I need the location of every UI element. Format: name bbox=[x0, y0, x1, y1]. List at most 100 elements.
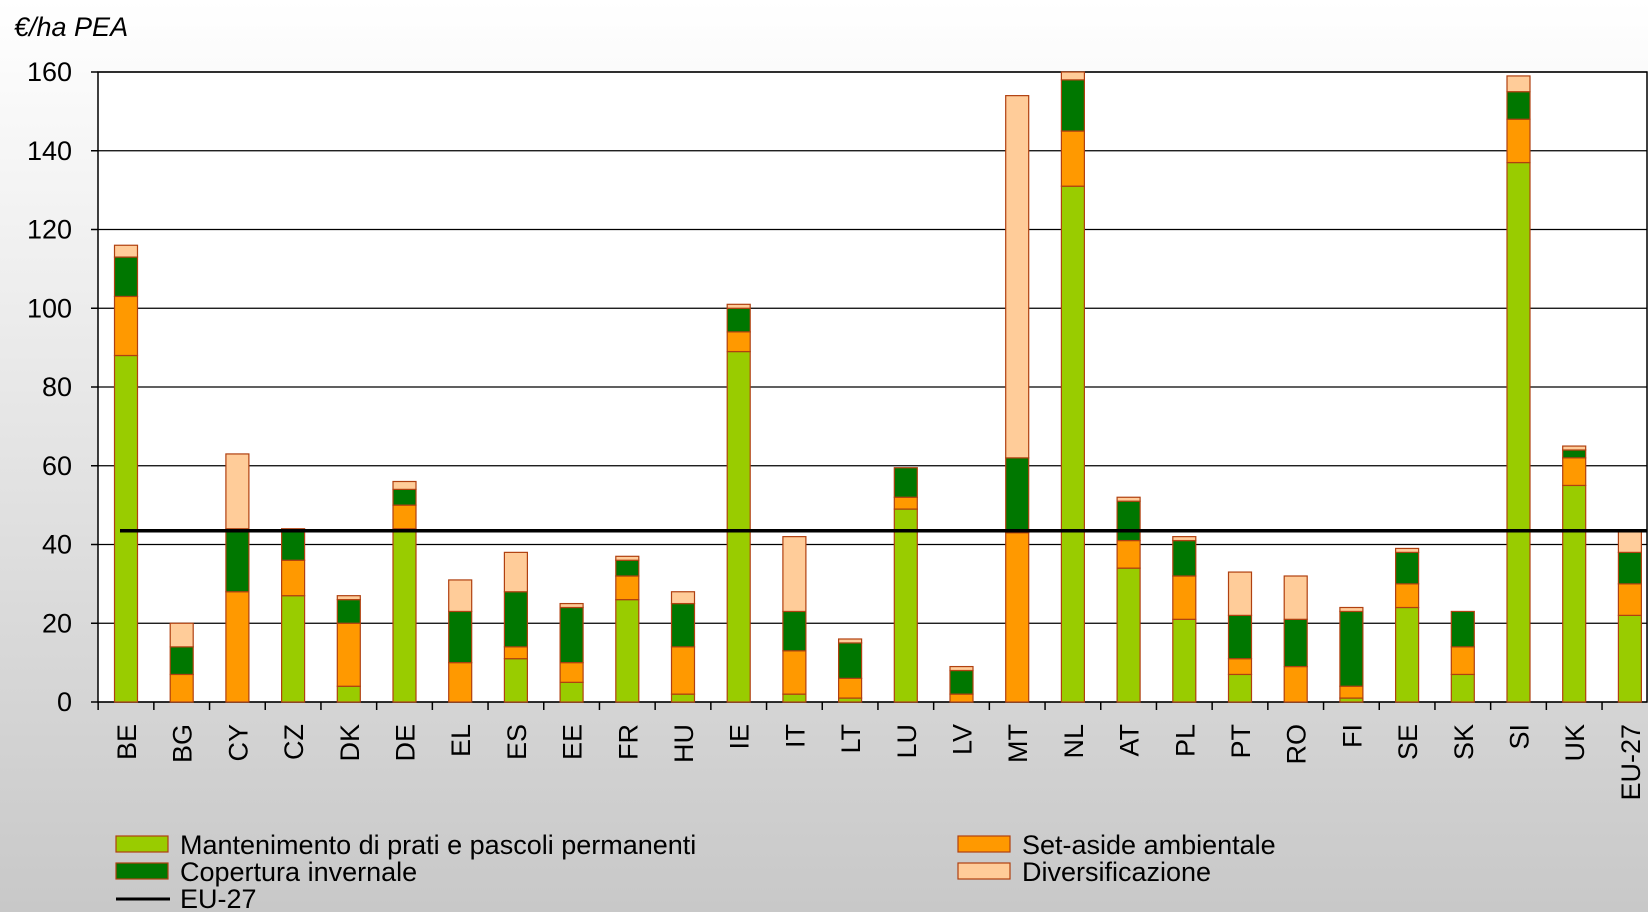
bar-segment bbox=[1060, 185, 1086, 703]
bar-segment bbox=[782, 693, 807, 703]
legend-label: EU-27 bbox=[180, 884, 257, 912]
bar-segment bbox=[1005, 457, 1030, 534]
legend-label: Set-aside ambientale bbox=[1022, 830, 1276, 860]
bar-segment bbox=[1617, 551, 1643, 585]
bar-segment bbox=[1283, 575, 1308, 620]
x-tick-label: EL bbox=[446, 724, 476, 757]
bar-segment bbox=[559, 602, 584, 609]
bar-segment bbox=[1617, 614, 1643, 703]
bar-segment bbox=[1450, 646, 1475, 676]
bar-segment bbox=[448, 662, 473, 703]
bar-segment bbox=[1506, 91, 1531, 120]
x-tick-label: AT bbox=[1115, 724, 1145, 757]
bar-segment bbox=[281, 528, 306, 561]
x-tick-label: RO bbox=[1282, 724, 1312, 765]
bar-segment bbox=[726, 350, 751, 703]
bar-segment bbox=[615, 555, 640, 561]
y-tick-label: 0 bbox=[57, 687, 72, 717]
bar-segment bbox=[782, 536, 807, 613]
bar-segment bbox=[670, 591, 696, 605]
bar-segment bbox=[782, 610, 807, 652]
x-tick-label: UK bbox=[1560, 724, 1590, 762]
legend-swatch bbox=[115, 835, 169, 853]
x-tick-label: DK bbox=[335, 724, 365, 762]
bar-segment bbox=[726, 303, 751, 309]
bar-segment bbox=[1116, 500, 1141, 542]
bar-segment bbox=[1339, 685, 1364, 699]
x-tick-label: EU-27 bbox=[1616, 724, 1646, 801]
y-tick-label: 160 bbox=[27, 57, 72, 87]
bar-segment bbox=[392, 480, 417, 490]
x-tick-label: SK bbox=[1449, 724, 1479, 760]
y-tick-label: 100 bbox=[27, 293, 72, 323]
bar-segment bbox=[169, 622, 194, 648]
bar-segment bbox=[281, 595, 306, 703]
bar-segment bbox=[726, 307, 751, 333]
bar-segment bbox=[1562, 449, 1587, 459]
bar-segment bbox=[392, 488, 417, 506]
bar-segment bbox=[559, 662, 584, 683]
bar-segment bbox=[1116, 567, 1141, 703]
bar-segment bbox=[949, 693, 974, 703]
bar-segment bbox=[1562, 457, 1587, 487]
bar-segment bbox=[1506, 118, 1531, 164]
bar-segment bbox=[1172, 536, 1197, 542]
bar-segment bbox=[837, 677, 863, 699]
x-tick-label: DE bbox=[391, 724, 421, 762]
legend-label: Copertura invernale bbox=[180, 857, 417, 887]
y-tick-label: 60 bbox=[42, 451, 72, 481]
bar-segment bbox=[1060, 79, 1086, 132]
x-tick-label: IT bbox=[780, 724, 810, 748]
bar-segment bbox=[392, 528, 417, 703]
bar-segment bbox=[1450, 673, 1475, 703]
legend-label: Mantenimento di prati e pascoli permanen… bbox=[180, 830, 696, 860]
bar-segment bbox=[1450, 610, 1475, 648]
bar-segment bbox=[615, 575, 640, 601]
x-tick-label: LT bbox=[836, 724, 866, 754]
bar-segment bbox=[1562, 484, 1587, 703]
y-tick-label: 140 bbox=[27, 136, 72, 166]
bar-segment bbox=[1617, 530, 1643, 553]
x-tick-label: LU bbox=[892, 724, 922, 759]
bar-segment bbox=[448, 579, 473, 613]
bar-segment bbox=[670, 693, 696, 703]
bar-segment bbox=[1394, 583, 1420, 609]
x-tick-label: CY bbox=[223, 724, 253, 762]
bar-segment bbox=[503, 646, 528, 660]
bar-segment bbox=[893, 467, 918, 498]
bar-segment bbox=[949, 669, 974, 695]
x-tick-label: BG bbox=[168, 724, 198, 763]
bar-segment bbox=[1005, 95, 1030, 459]
bar-segment bbox=[559, 606, 584, 664]
bar-segment bbox=[893, 508, 918, 703]
bar-segment bbox=[336, 685, 361, 703]
bar-segment bbox=[1227, 673, 1253, 703]
bar-segment bbox=[615, 559, 640, 577]
bar-segment bbox=[1116, 496, 1141, 502]
bar-segment bbox=[1060, 130, 1086, 187]
bar-segment bbox=[1227, 658, 1253, 676]
x-tick-label: SE bbox=[1393, 724, 1423, 760]
legend-label: Diversificazione bbox=[1022, 857, 1211, 887]
x-tick-label: FR bbox=[613, 724, 643, 760]
bar-segment bbox=[1617, 583, 1643, 616]
bar-segment bbox=[1227, 571, 1253, 616]
bar-segment bbox=[336, 622, 361, 687]
bar-segment bbox=[113, 256, 139, 298]
bar-segment bbox=[1562, 445, 1587, 451]
bar-segment bbox=[225, 528, 250, 593]
bar-segment bbox=[225, 453, 250, 530]
bar-segment bbox=[336, 599, 361, 624]
bar-segment bbox=[336, 595, 361, 601]
legend-swatch bbox=[115, 862, 169, 880]
x-tick-label: EE bbox=[558, 724, 588, 760]
bar-segment bbox=[1005, 532, 1030, 703]
x-tick-label: BE bbox=[112, 724, 142, 760]
y-axis-label: €/ha PEA bbox=[14, 12, 128, 42]
x-tick-label: NL bbox=[1059, 724, 1089, 759]
bar-segment bbox=[1283, 618, 1308, 668]
bar-segment bbox=[113, 295, 139, 357]
bar-segment bbox=[837, 638, 863, 644]
x-tick-label: IE bbox=[725, 724, 755, 750]
